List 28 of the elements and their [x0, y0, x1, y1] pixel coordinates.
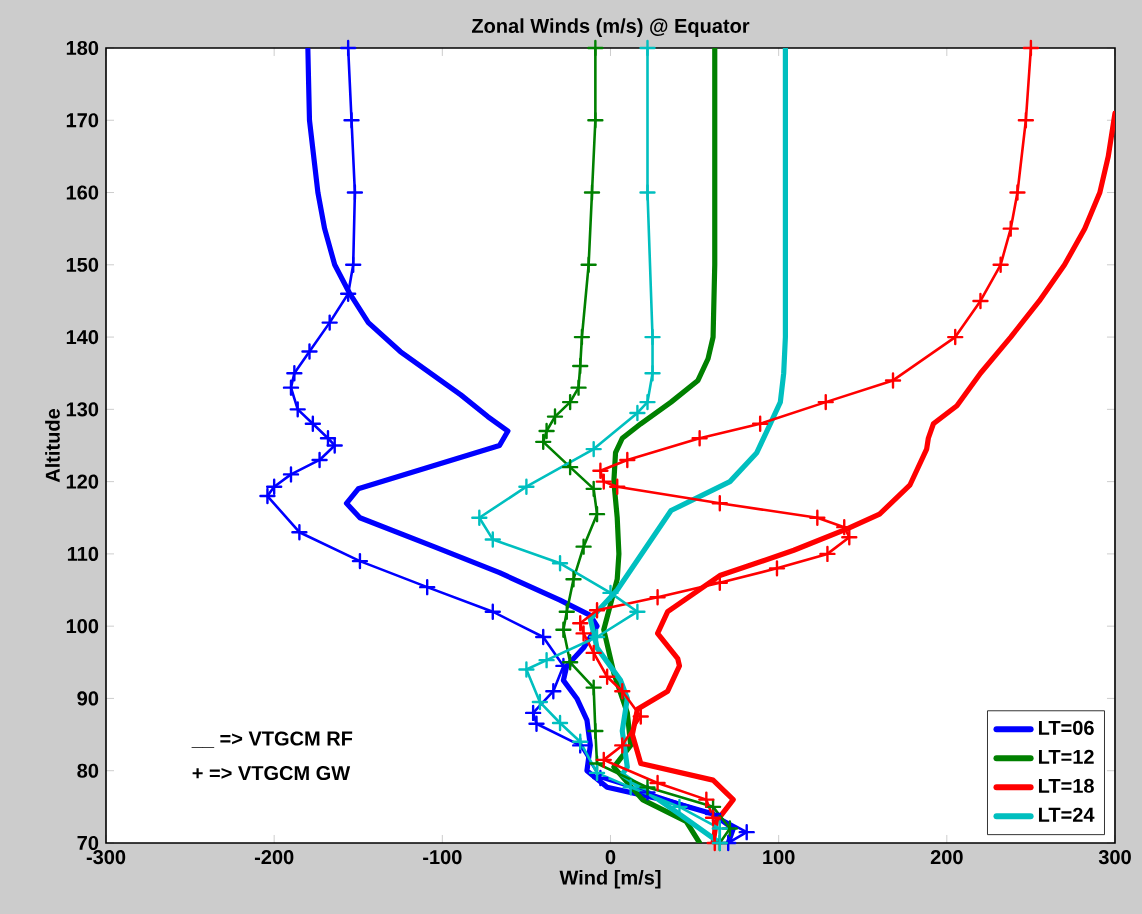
x-axis-title: Wind [m/s] — [559, 869, 661, 889]
y-axis-title: Altitude — [45, 408, 60, 483]
y-tick-label: 110 — [67, 546, 99, 561]
legend-label: LT=06 — [1038, 720, 1094, 735]
x-tick-label: 100 — [763, 850, 795, 865]
x-tick-label: -300 — [86, 850, 126, 865]
annotation: __ => VTGCM RF — [191, 731, 353, 748]
legend-label: LT=12 — [1038, 749, 1094, 764]
annotation: + => VTGCM GW — [192, 765, 351, 781]
x-tick-label: -100 — [423, 850, 462, 865]
x-tick-label: -200 — [254, 850, 294, 865]
y-tick-label: 120 — [66, 474, 99, 489]
y-tick-label: 90 — [77, 691, 99, 706]
y-tick-label: 70 — [77, 835, 99, 851]
legend-label: LT=24 — [1038, 807, 1095, 822]
legend-label: LT=18 — [1038, 778, 1094, 793]
y-tick-label: 140 — [66, 330, 99, 345]
y-tick-label: 130 — [66, 402, 99, 417]
y-tick-label: 100 — [66, 619, 99, 634]
y-tick-label: 160 — [66, 185, 99, 200]
y-tick-label: 150 — [66, 257, 99, 272]
y-tick-label: 80 — [77, 763, 99, 778]
y-tick-label: 170 — [66, 113, 99, 128]
x-tick-label: 0 — [605, 850, 616, 865]
x-tick-label: 200 — [930, 850, 963, 865]
y-tick-label: 180 — [66, 40, 99, 56]
chart-title: Zonal Winds (m/s) @ Equator — [471, 18, 750, 37]
x-tick-label: 300 — [1098, 850, 1131, 865]
